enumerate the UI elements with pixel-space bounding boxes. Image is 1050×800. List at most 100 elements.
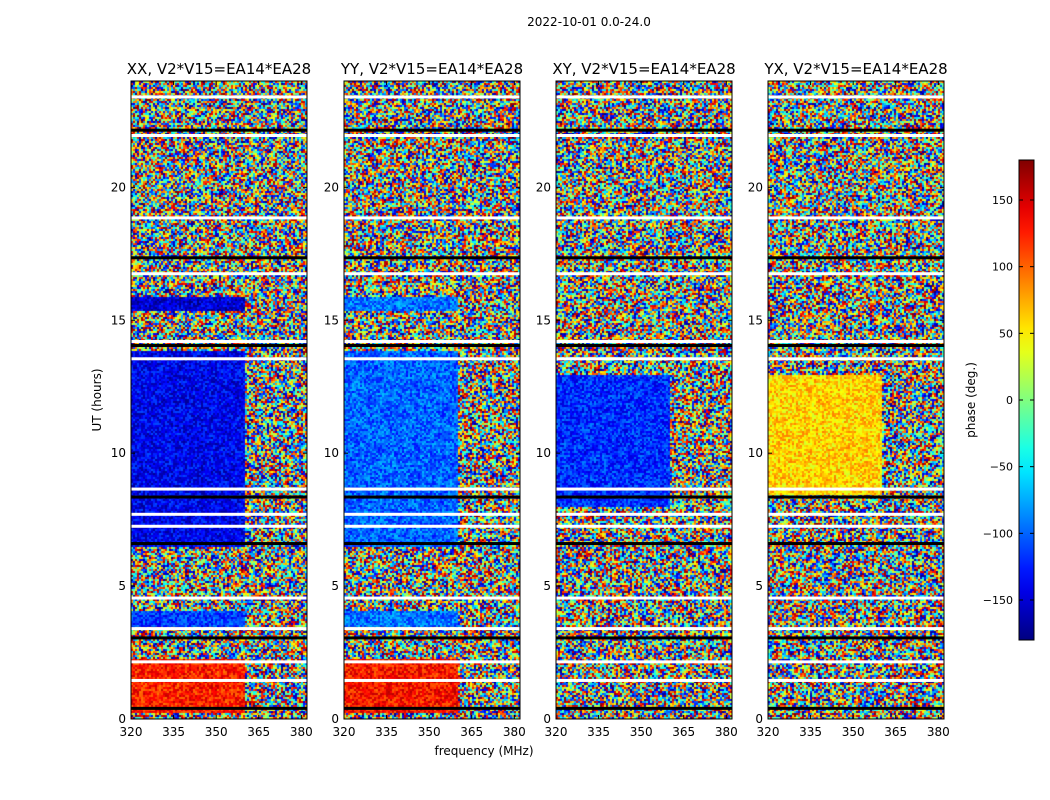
gap-line — [768, 706, 944, 710]
gap-line — [556, 487, 732, 491]
x-tick-label: 365 — [884, 725, 907, 739]
panel-frame — [555, 80, 733, 720]
gap-line — [131, 357, 307, 361]
gap-line — [131, 524, 307, 528]
x-tick-label: 350 — [842, 725, 865, 739]
gap-line — [556, 627, 732, 631]
gap-line — [768, 524, 944, 528]
panel-title: YY, V2*V15=EA14*EA28 — [340, 60, 523, 78]
gap-line — [556, 524, 732, 528]
y-tick-label: 5 — [543, 579, 551, 593]
y-tick-label: 10 — [324, 446, 339, 460]
gap-line — [131, 133, 307, 137]
x-axis-label: frequency (MHz) — [434, 744, 533, 758]
gap-line — [768, 344, 944, 348]
gap-line — [344, 660, 520, 664]
gap-line — [768, 596, 944, 600]
y-tick-label: 5 — [118, 579, 126, 593]
x-tick-label: 320 — [333, 725, 356, 739]
x-tick-label: 365 — [460, 725, 483, 739]
gap-line — [768, 272, 944, 276]
y-tick-label: 20 — [748, 180, 763, 194]
gap-line — [768, 340, 944, 344]
gap-line — [768, 512, 944, 516]
gap-line — [344, 272, 520, 276]
y-tick-label: 0 — [543, 712, 551, 726]
x-tick-label: 380 — [503, 725, 526, 739]
gap-line — [768, 542, 944, 546]
gap-line — [344, 357, 520, 361]
gap-line — [344, 636, 520, 640]
gap-line — [768, 495, 944, 499]
gap-line — [768, 216, 944, 220]
heatmap-image — [768, 81, 944, 719]
gap-line — [556, 596, 732, 600]
colorbar-tick-label: −150 — [983, 594, 1013, 607]
gap-line — [344, 596, 520, 600]
gap-line — [131, 340, 307, 344]
x-tick-label: 335 — [587, 725, 610, 739]
colorbar-tick-label: −100 — [983, 527, 1013, 540]
x-tick-label: 320 — [120, 725, 143, 739]
gap-line — [344, 678, 520, 682]
panel-title: XX, V2*V15=EA14*EA28 — [127, 60, 311, 78]
y-tick-label: 0 — [331, 712, 339, 726]
x-tick-label: 320 — [545, 725, 568, 739]
gap-line — [344, 495, 520, 499]
gap-line — [131, 660, 307, 664]
y-tick-label: 5 — [331, 579, 339, 593]
gap-line — [768, 128, 944, 132]
gap-line — [131, 128, 307, 132]
gap-line — [131, 596, 307, 600]
gap-line — [344, 487, 520, 491]
heatmap-image — [344, 81, 520, 719]
panel-frame — [130, 80, 308, 720]
gap-line — [344, 524, 520, 528]
gap-line — [131, 487, 307, 491]
gap-line — [131, 495, 307, 499]
y-axis-label: UT (hours) — [90, 368, 104, 431]
x-tick-label: 380 — [715, 725, 738, 739]
gap-line — [768, 660, 944, 664]
gap-line — [344, 128, 520, 132]
gap-line — [131, 512, 307, 516]
colorbar-tick-label: −50 — [990, 461, 1013, 474]
panel-title: YX, V2*V15=EA14*EA28 — [763, 60, 947, 78]
panels-group: XX, V2*V15=EA14*EA28 320 335 350 365 380 0 5 10 1… — [111, 60, 950, 739]
gap-line — [556, 256, 732, 260]
gap-line — [131, 542, 307, 546]
gap-line — [131, 216, 307, 220]
gap-line — [768, 627, 944, 631]
x-tick-label: 350 — [630, 725, 653, 739]
y-tick-label: 20 — [324, 180, 339, 194]
colorbar-tick-label: 150 — [992, 194, 1013, 207]
y-tick-label: 10 — [536, 446, 551, 460]
colorbar-label: phase (deg.) — [964, 362, 978, 438]
gap-line — [344, 706, 520, 710]
x-tick-label: 365 — [247, 725, 270, 739]
gap-line — [344, 344, 520, 348]
x-tick-label: 365 — [672, 725, 695, 739]
panel-frame — [767, 80, 945, 720]
y-tick-label: 0 — [118, 712, 126, 726]
x-tick-label: 320 — [757, 725, 780, 739]
gap-line — [768, 678, 944, 682]
x-tick-label: 335 — [162, 725, 185, 739]
y-tick-label: 15 — [536, 313, 551, 327]
gap-line — [556, 128, 732, 132]
gap-line — [768, 95, 944, 99]
heatmap-image — [131, 81, 307, 719]
gap-line — [556, 344, 732, 348]
gap-line — [344, 216, 520, 220]
gap-line — [344, 256, 520, 260]
gap-line — [344, 340, 520, 344]
x-tick-label: 380 — [290, 725, 313, 739]
gap-line — [556, 660, 732, 664]
gap-line — [556, 357, 732, 361]
gap-line — [344, 542, 520, 546]
gap-line — [556, 678, 732, 682]
gap-line — [556, 216, 732, 220]
gap-line — [131, 272, 307, 276]
gap-line — [556, 706, 732, 710]
